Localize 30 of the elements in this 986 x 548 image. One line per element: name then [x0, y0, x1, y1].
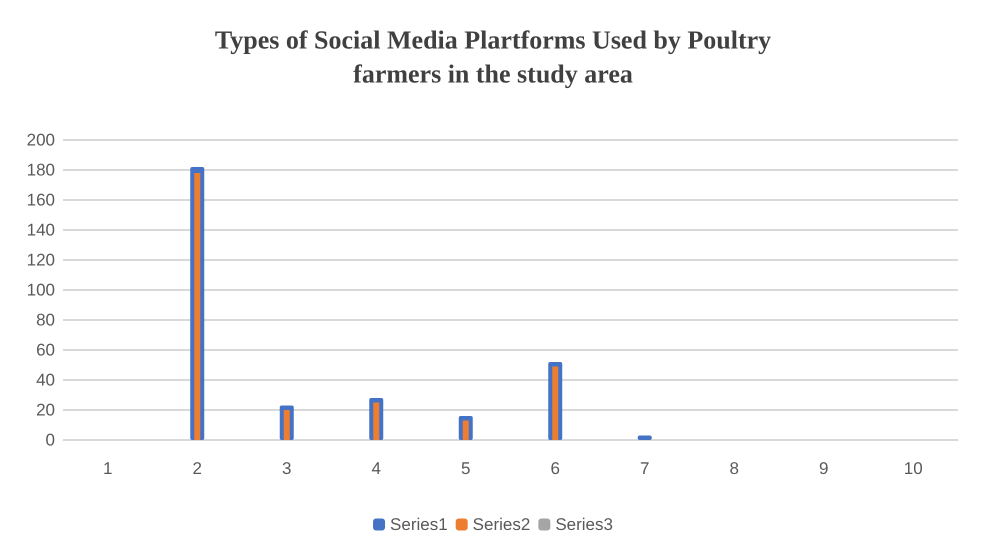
legend-label: Series2 [472, 515, 530, 534]
x-tick-label: 10 [904, 459, 923, 478]
legend-label: Series1 [390, 515, 448, 534]
bar [194, 173, 200, 440]
x-tick-label: 9 [819, 459, 828, 478]
y-tick-label: 160 [26, 190, 55, 210]
x-tick-label: 1 [103, 459, 112, 478]
bar [284, 410, 290, 440]
bar [462, 420, 469, 440]
x-tick-label: 7 [640, 459, 650, 478]
y-tick-label: 180 [26, 160, 55, 180]
y-tick-label: 140 [26, 220, 55, 240]
y-tick-label: 40 [36, 370, 55, 390]
x-tick-label: 6 [550, 459, 560, 478]
y-tick-label: 80 [36, 310, 55, 330]
y-tick-label: 20 [36, 400, 55, 420]
y-tick-label: 120 [26, 250, 55, 270]
bar [552, 366, 558, 440]
chart-title: Types of Social Media Plartforms Used by Poultry farmers in the study area [214, 26, 772, 88]
y-tick-label: 60 [36, 340, 55, 360]
x-tick-label: 3 [282, 459, 292, 478]
y-tick-label: 100 [26, 280, 55, 300]
x-tick-label: 5 [461, 459, 470, 478]
x-tick-label: 8 [730, 459, 739, 478]
bar [373, 402, 380, 440]
y-tick-label: 0 [46, 430, 55, 450]
x-tick-label: 4 [372, 459, 381, 478]
y-tick-label: 200 [26, 130, 55, 150]
legend-label: Series3 [555, 515, 613, 534]
x-tick-label: 2 [192, 459, 202, 478]
